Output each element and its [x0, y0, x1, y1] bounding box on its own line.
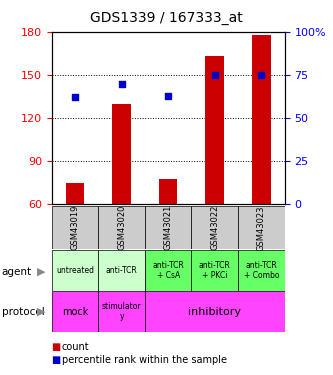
Text: anti-TCR
+ CsA: anti-TCR + CsA [152, 261, 184, 280]
Text: percentile rank within the sample: percentile rank within the sample [62, 355, 226, 365]
Text: untreated: untreated [56, 266, 94, 275]
Text: agent: agent [2, 267, 32, 277]
Bar [52, 291, 98, 332]
Text: GSM43022: GSM43022 [210, 205, 219, 251]
Bar [98, 291, 145, 332]
Text: ▶: ▶ [37, 267, 46, 277]
Point [259, 72, 264, 78]
Text: ■: ■ [52, 355, 61, 365]
Bar [145, 291, 285, 332]
Text: GSM43020: GSM43020 [117, 205, 126, 251]
Text: ▶: ▶ [37, 307, 46, 317]
Bar [145, 206, 191, 249]
Bar [52, 206, 98, 249]
Bar [191, 206, 238, 249]
Text: GSM43023: GSM43023 [257, 205, 266, 251]
Text: anti-TCR
+ PKCi: anti-TCR + PKCi [199, 261, 231, 280]
Text: GSM43021: GSM43021 [164, 205, 173, 251]
Text: protocol: protocol [2, 307, 44, 317]
Point [166, 93, 171, 99]
Bar [98, 206, 145, 249]
Text: GSM43019: GSM43019 [70, 205, 80, 251]
Bar [145, 250, 191, 291]
Bar [205, 56, 224, 204]
Text: inhibitory: inhibitory [188, 307, 241, 316]
Text: anti-TCR
+ Combo: anti-TCR + Combo [244, 261, 279, 280]
Bar [98, 250, 145, 291]
Bar [66, 183, 84, 204]
Bar [238, 250, 285, 291]
Point [72, 94, 78, 100]
Bar [159, 178, 177, 204]
Point [212, 72, 217, 78]
Text: GDS1339 / 167333_at: GDS1339 / 167333_at [90, 11, 243, 25]
Text: stimulator
y: stimulator y [102, 302, 141, 321]
Bar [191, 250, 238, 291]
Point [119, 81, 124, 87]
Bar [238, 206, 285, 249]
Bar [52, 250, 98, 291]
Bar [252, 35, 271, 204]
Text: mock: mock [62, 307, 88, 316]
Text: ■: ■ [52, 342, 61, 352]
Text: count: count [62, 342, 89, 352]
Bar [112, 104, 131, 204]
Text: anti-TCR: anti-TCR [106, 266, 138, 275]
